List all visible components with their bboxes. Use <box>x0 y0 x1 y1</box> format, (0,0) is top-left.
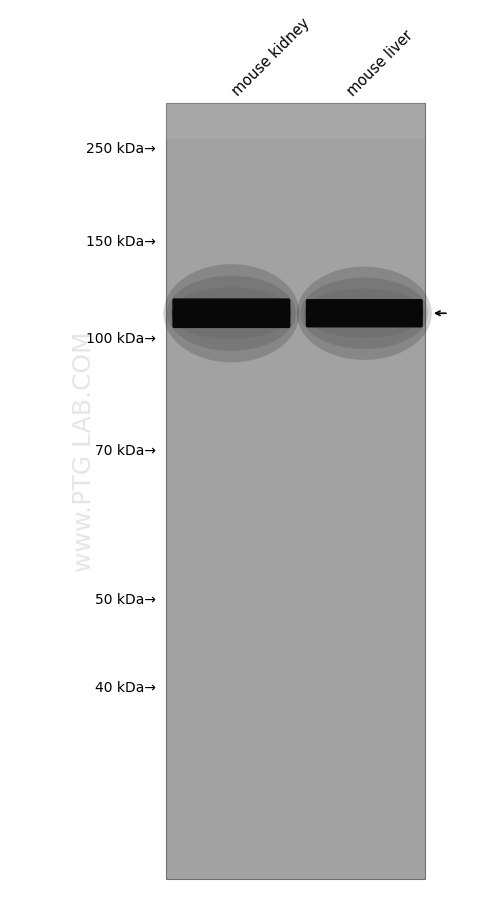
Ellipse shape <box>167 276 296 352</box>
Bar <box>166 104 425 879</box>
Ellipse shape <box>170 288 292 340</box>
Text: 70 kDa→: 70 kDa→ <box>95 444 156 458</box>
FancyBboxPatch shape <box>172 299 290 328</box>
Text: www.PTG LAB.COM: www.PTG LAB.COM <box>72 331 96 571</box>
Ellipse shape <box>173 302 184 326</box>
Text: 150 kDa→: 150 kDa→ <box>86 235 156 249</box>
Ellipse shape <box>306 302 318 326</box>
Text: 40 kDa→: 40 kDa→ <box>95 680 156 695</box>
Bar <box>166 104 425 140</box>
Ellipse shape <box>163 265 300 363</box>
Ellipse shape <box>410 302 422 326</box>
Text: 100 kDa→: 100 kDa→ <box>86 331 156 345</box>
FancyBboxPatch shape <box>306 299 423 328</box>
Ellipse shape <box>278 302 290 326</box>
Text: 50 kDa→: 50 kDa→ <box>95 593 156 607</box>
Text: 250 kDa→: 250 kDa→ <box>86 142 156 156</box>
Ellipse shape <box>300 278 428 350</box>
Text: mouse kidney: mouse kidney <box>229 16 313 99</box>
Ellipse shape <box>304 290 425 338</box>
Ellipse shape <box>297 267 432 361</box>
Text: mouse liver: mouse liver <box>345 28 416 99</box>
